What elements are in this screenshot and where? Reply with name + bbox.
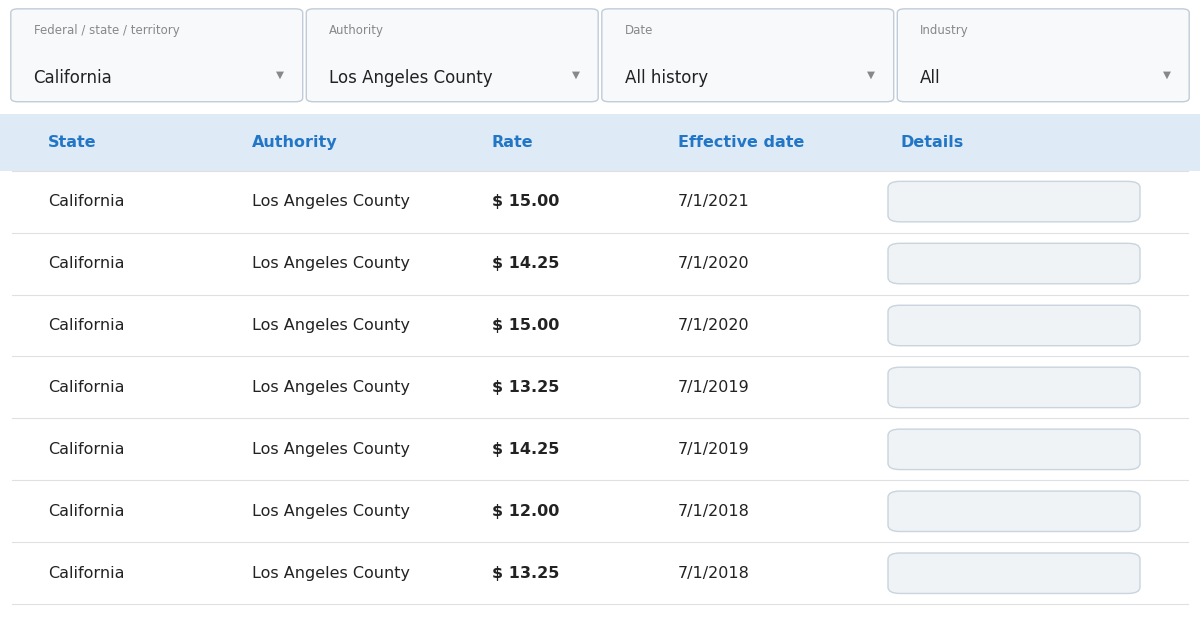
Text: Los Angeles County: Los Angeles County (252, 318, 410, 333)
Text: California: California (34, 69, 113, 87)
Text: Los Angeles County: Los Angeles County (252, 566, 410, 581)
Text: Los Angeles County: Los Angeles County (252, 380, 410, 395)
Text: Los Angeles County: Los Angeles County (329, 69, 493, 87)
Text: 7/1/2019: 7/1/2019 (678, 442, 750, 457)
Text: California: California (48, 504, 125, 519)
Text: California: California (48, 380, 125, 395)
FancyBboxPatch shape (888, 367, 1140, 408)
Text: ▼: ▼ (276, 70, 284, 80)
Text: California: California (48, 566, 125, 581)
Text: Rate: Rate (492, 135, 534, 150)
Text: All: All (920, 69, 941, 87)
FancyBboxPatch shape (888, 553, 1140, 593)
Text: Federal / state / territory: Federal / state / territory (34, 24, 179, 37)
Text: ▼: ▼ (572, 70, 580, 80)
Text: Authority: Authority (252, 135, 337, 150)
Text: 7/1/2020: 7/1/2020 (678, 318, 750, 333)
Text: ▼: ▼ (868, 70, 875, 80)
Text: Los Angeles County: Los Angeles County (252, 442, 410, 457)
FancyBboxPatch shape (888, 305, 1140, 346)
FancyBboxPatch shape (888, 181, 1140, 222)
FancyBboxPatch shape (888, 429, 1140, 470)
FancyBboxPatch shape (888, 243, 1140, 284)
Text: 7/1/2021: 7/1/2021 (678, 194, 750, 209)
FancyBboxPatch shape (306, 9, 599, 102)
FancyBboxPatch shape (602, 9, 894, 102)
FancyBboxPatch shape (898, 9, 1189, 102)
Text: California: California (48, 256, 125, 271)
Text: All history: All history (625, 69, 708, 87)
Text: Authority: Authority (329, 24, 384, 37)
Text: Los Angeles County: Los Angeles County (252, 504, 410, 519)
Text: Los Angeles County: Los Angeles County (252, 256, 410, 271)
Text: California: California (48, 194, 125, 209)
Text: $ 14.25: $ 14.25 (492, 256, 559, 271)
Text: $ 15.00: $ 15.00 (492, 194, 559, 209)
Text: Date: Date (625, 24, 653, 37)
Text: $ 15.00: $ 15.00 (492, 318, 559, 333)
FancyBboxPatch shape (0, 114, 1200, 171)
Text: California: California (48, 318, 125, 333)
Text: ▼: ▼ (1163, 70, 1171, 80)
Text: Los Angeles County: Los Angeles County (252, 194, 410, 209)
Text: Details: Details (900, 135, 964, 150)
Text: 7/1/2020: 7/1/2020 (678, 256, 750, 271)
Text: State: State (48, 135, 97, 150)
FancyBboxPatch shape (888, 491, 1140, 532)
Text: California: California (48, 442, 125, 457)
Text: $ 14.25: $ 14.25 (492, 442, 559, 457)
Text: 7/1/2018: 7/1/2018 (678, 504, 750, 519)
Text: Effective date: Effective date (678, 135, 804, 150)
Text: $ 13.25: $ 13.25 (492, 380, 559, 395)
Text: 7/1/2019: 7/1/2019 (678, 380, 750, 395)
Text: Industry: Industry (920, 24, 968, 37)
Text: $ 13.25: $ 13.25 (492, 566, 559, 581)
Text: $ 12.00: $ 12.00 (492, 504, 559, 519)
Text: 7/1/2018: 7/1/2018 (678, 566, 750, 581)
FancyBboxPatch shape (11, 9, 302, 102)
